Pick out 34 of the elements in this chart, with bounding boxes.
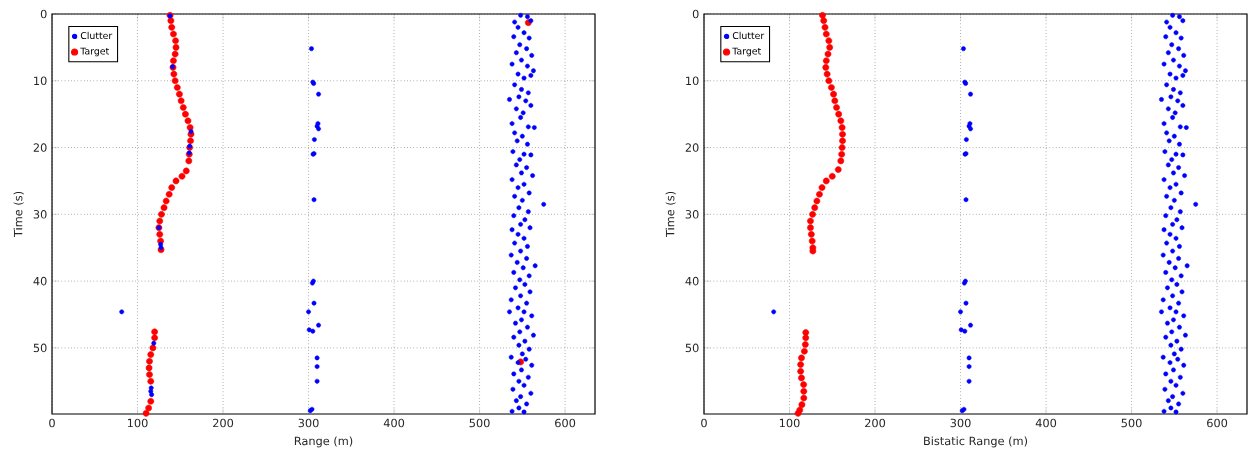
x-tick-label: 200 xyxy=(213,418,234,428)
y-tick-label: 20 xyxy=(685,143,699,152)
x-tick-label: 400 xyxy=(383,418,405,428)
x-tick-label: 500 xyxy=(469,418,490,428)
x-tick-label: 0 xyxy=(701,418,707,428)
legend-label: Clutter xyxy=(80,31,113,40)
x-tick-label: 500 xyxy=(1121,418,1142,428)
x-tick-label: 200 xyxy=(865,418,886,428)
legend-label: Target xyxy=(80,47,109,57)
y-tick-label: 10 xyxy=(34,76,47,86)
y-tick-label: 50 xyxy=(33,343,47,353)
y-tick-label: 0 xyxy=(40,9,47,19)
x-tick-label: 100 xyxy=(779,418,800,428)
y-tick-label: 10 xyxy=(686,76,699,86)
x-tick-label: 0 xyxy=(49,418,55,428)
y-tick-label: 40 xyxy=(685,276,699,286)
y-axis-title: Time (s) xyxy=(665,191,676,238)
y-tick-label: 20 xyxy=(33,143,47,152)
y-tick-label: 50 xyxy=(685,343,699,353)
legend-label: Clutter xyxy=(732,31,765,40)
legend-label: Target xyxy=(732,47,761,57)
y-tick-label: 30 xyxy=(33,210,47,219)
x-axis-title: Range (m) xyxy=(294,436,353,448)
y-tick-label: 40 xyxy=(33,276,47,286)
y-tick-label: 30 xyxy=(685,210,699,219)
x-tick-label: 100 xyxy=(127,418,148,428)
y-tick-label: 0 xyxy=(692,9,699,19)
x-axis-title: Bistatic Range (m) xyxy=(924,436,1028,448)
x-tick-label: 600 xyxy=(1207,418,1228,428)
y-axis-title: Time (s) xyxy=(13,191,24,238)
x-tick-label: 300 xyxy=(950,418,971,428)
x-tick-label: 300 xyxy=(298,418,319,428)
x-tick-label: 400 xyxy=(1035,418,1057,428)
x-tick-label: 600 xyxy=(555,418,576,428)
